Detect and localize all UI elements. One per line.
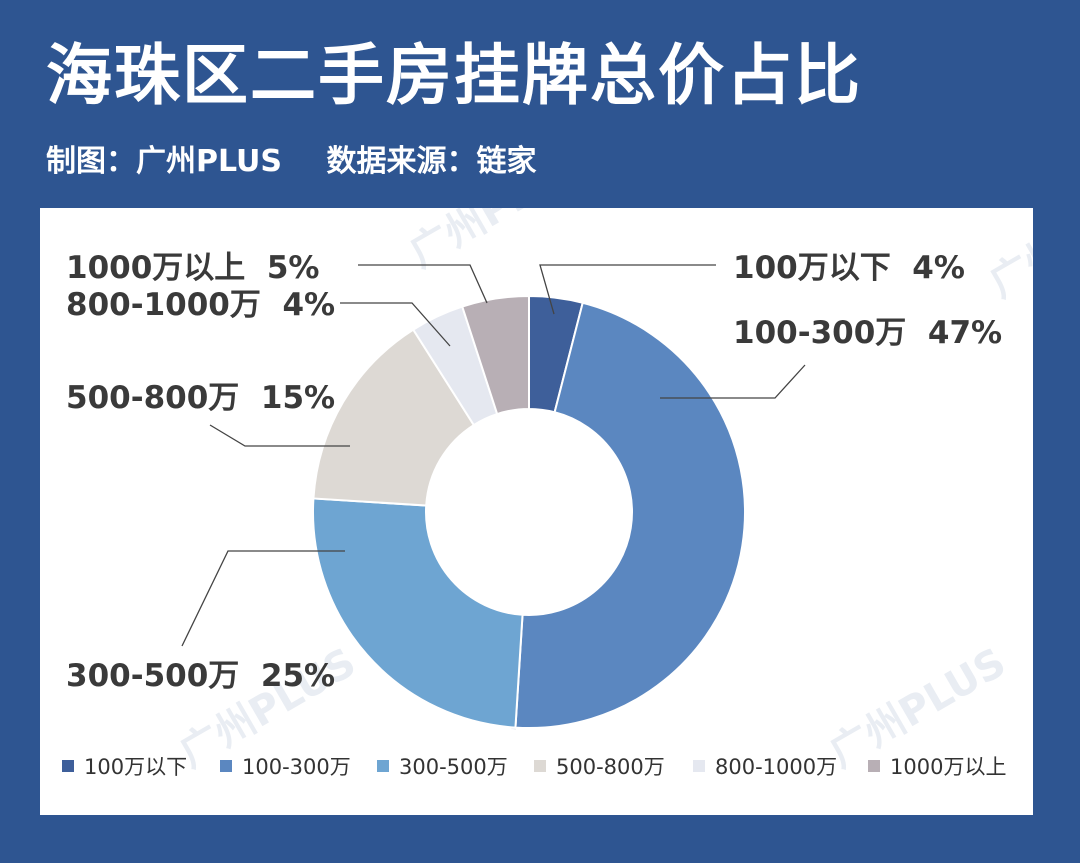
watermark-text: 广州PLUS	[402, 208, 594, 277]
legend-swatch	[693, 760, 705, 772]
legend: 100万以下 100-300万 300-500万 500-800万 800-1000万 1…	[62, 755, 1006, 779]
data-label-5: 800-1000万 4%	[66, 287, 335, 323]
watermark-text: 广州PLUS	[982, 208, 1033, 307]
legend-label: 1000万以上	[890, 755, 1006, 779]
leader-line-5	[340, 302, 451, 347]
legend-label: 100万以下	[84, 755, 187, 779]
leader-line-2	[660, 364, 806, 399]
leader-line-6	[358, 264, 488, 304]
legend-swatch	[62, 760, 74, 772]
legend-label: 800-1000万	[715, 755, 837, 779]
slice-3	[312, 497, 524, 729]
leader-line-3	[181, 550, 345, 647]
source-text: 数据来源：链家	[326, 144, 537, 179]
chart-panel: 广州PLUS广州PLUS广州PLUS广州PLUS广州PLUS 100万以下 4%…	[40, 208, 1033, 815]
leader-layer	[181, 264, 806, 647]
legend-item-5: 800-1000万	[693, 755, 837, 779]
donut-chart: 广州PLUS广州PLUS广州PLUS广州PLUS广州PLUS 100万以下 4%…	[62, 208, 1033, 779]
legend-swatch	[377, 760, 389, 772]
legend-label: 300-500万	[399, 755, 508, 779]
slice-6	[460, 294, 530, 416]
legend-swatch	[220, 760, 232, 772]
legend-label: 100-300万	[242, 755, 351, 779]
leader-line-4	[209, 424, 350, 447]
legend-item-6: 1000万以上	[868, 755, 1006, 779]
leader-line-1	[539, 264, 716, 315]
data-label-4: 500-800万 15%	[66, 380, 335, 416]
legend-label: 500-800万	[556, 755, 665, 779]
slice-layer	[312, 294, 746, 729]
slice-4	[312, 328, 476, 507]
legend-item-3: 300-500万	[377, 755, 508, 779]
legend-item-2: 100-300万	[220, 755, 351, 779]
subtitle: 制图：广州PLUS 数据来源：链家	[46, 136, 570, 180]
page-title: 海珠区二手房挂牌总价占比	[46, 37, 862, 114]
legend-item-1: 100万以下	[62, 755, 187, 779]
slice-2	[514, 301, 746, 729]
legend-swatch	[534, 760, 546, 772]
label-layer: 100万以下 4% 100-300万 47% 300-500万 25% 500-800…	[66, 250, 1002, 694]
legend-swatch	[868, 760, 880, 772]
data-label-3: 300-500万 25%	[66, 658, 335, 694]
data-label-1: 100万以下 4%	[733, 250, 965, 286]
credit-text: 制图：广州PLUS	[46, 144, 283, 179]
legend-item-4: 500-800万	[534, 755, 665, 779]
data-label-2: 100-300万 47%	[733, 315, 1002, 351]
data-label-6: 1000万以上 5%	[66, 250, 320, 286]
